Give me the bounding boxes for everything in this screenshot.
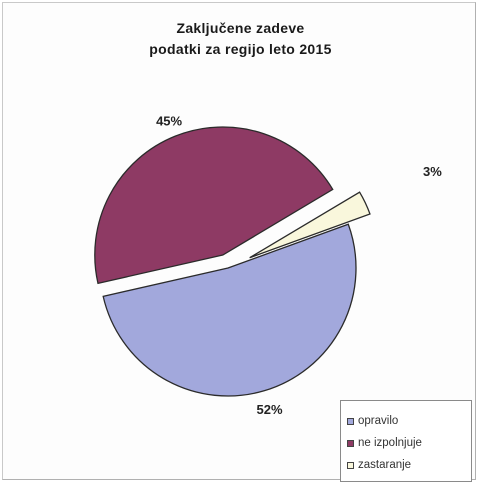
legend-swatch-zastaranje (347, 461, 354, 469)
pie-slice-ne-izpolnjuje (94, 126, 334, 285)
slice-label-opravilo: 52% (257, 402, 283, 417)
legend-item-zastaranje: zastaranje (347, 454, 471, 476)
chart-title-line-1: Zaključene zadeve (176, 20, 305, 36)
slice-label-ne-izpolnjuje: 45% (156, 114, 182, 129)
legend-label-opravilo: opravilo (358, 415, 399, 427)
legend-item-ne-izpolnjuje: ne izpolnjuje (347, 432, 471, 454)
legend-label-zastaranje: zastaranje (358, 459, 412, 471)
legend-swatch-ne-izpolnjuje (347, 439, 354, 447)
pie-slice-opravilo (102, 223, 357, 397)
chart-title: Zaključene zadeve podatki za regijo leto… (0, 18, 481, 60)
pie-slice-zastaranje (249, 191, 371, 259)
chart-legend: opravilo ne izpolnjuje zastaranje (340, 400, 472, 482)
chart-title-line-2: podatki za regijo leto 2015 (149, 41, 332, 57)
legend-label-ne-izpolnjuje: ne izpolnjuje (358, 437, 422, 449)
slice-label-zastaranje: 3% (423, 164, 442, 179)
legend-swatch-opravilo (347, 417, 354, 425)
legend-item-opravilo: opravilo (347, 410, 471, 432)
